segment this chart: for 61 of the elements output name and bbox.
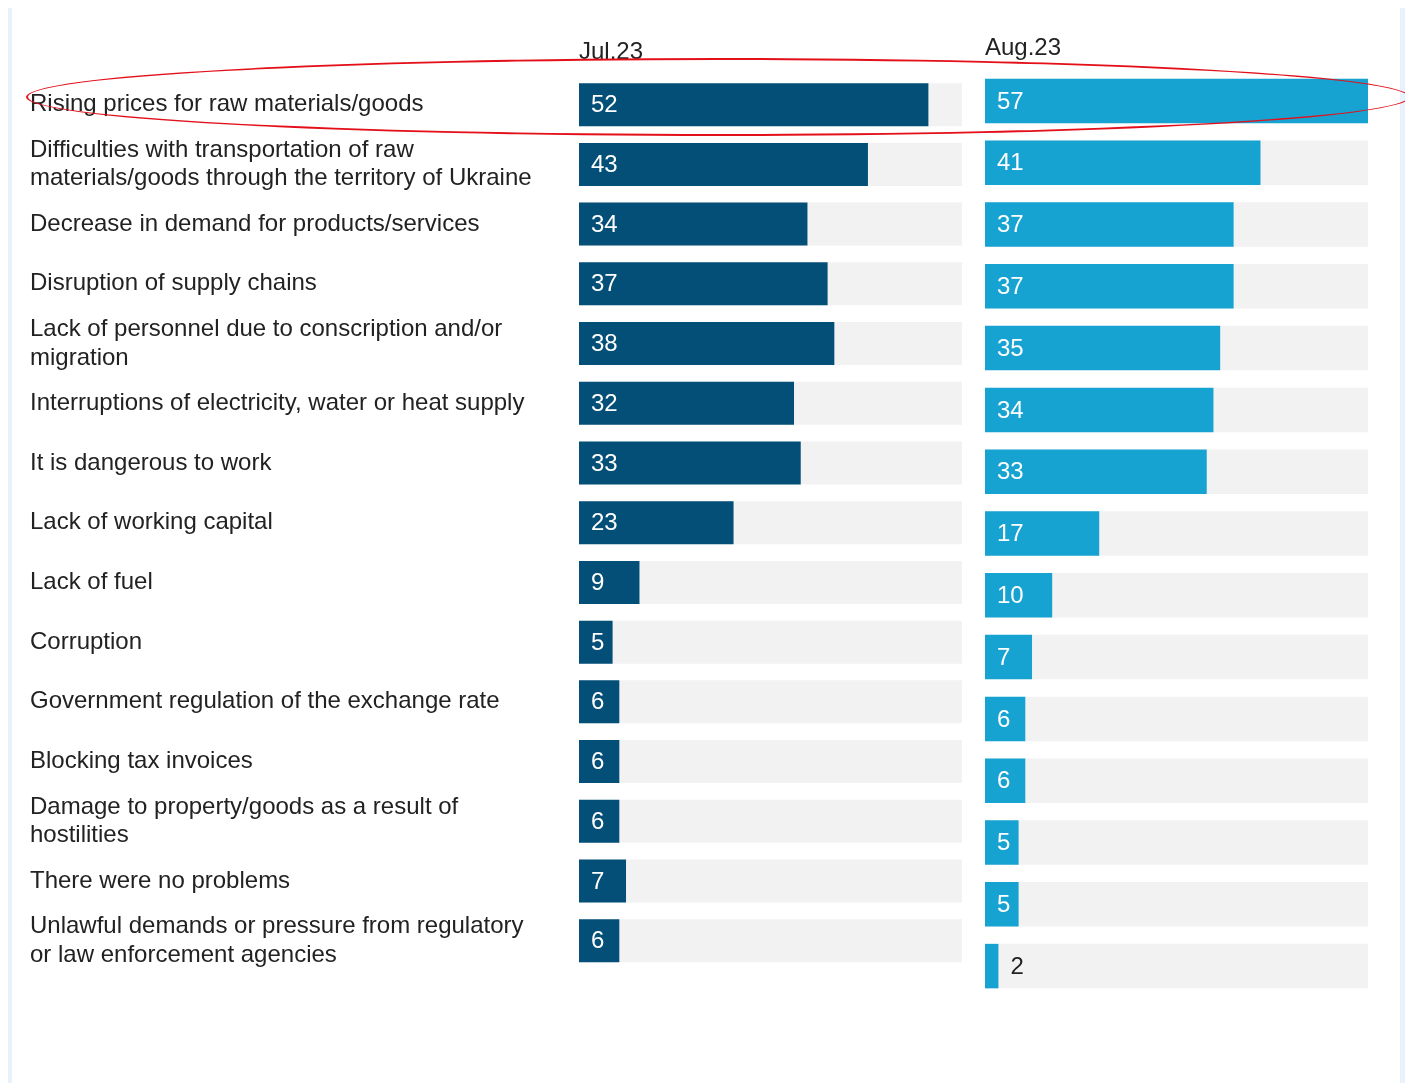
bar [579, 620, 613, 664]
data-label: 7 [591, 866, 605, 894]
bar [579, 919, 620, 963]
y-tick-label: Disruption of supply chains [30, 268, 317, 296]
bar [579, 560, 640, 604]
bar [985, 820, 1019, 865]
data-label: 2 [1010, 951, 1024, 979]
y-tick-label: Lack of working capital [30, 507, 273, 535]
data-label: 34 [591, 209, 618, 237]
data-label: 37 [591, 269, 618, 297]
data-label: 37 [997, 271, 1024, 299]
y-tick-label: Interruptions of electricity, water or heat supply [30, 387, 525, 415]
data-label: 38 [591, 329, 618, 357]
bar [985, 696, 1026, 742]
y-tick-label: Lack of fuel [30, 567, 153, 595]
bar [985, 943, 999, 989]
y-tick-label: Difficulties with transportation of raw materials/goods through the territory of Ukraine [30, 134, 532, 191]
y-tick-label: There were no problems [30, 865, 291, 893]
data-label: 34 [997, 395, 1024, 423]
y-tick-label: Blocking tax invoices [30, 746, 253, 774]
y-tick-label: Rising prices for raw materials/goods [30, 89, 424, 117]
data-label: 9 [591, 568, 605, 596]
data-label: 17 [997, 519, 1024, 547]
data-label: 6 [997, 704, 1011, 732]
data-label: 5 [591, 627, 605, 655]
data-label: 43 [591, 150, 618, 178]
y-tick-label: Unlawful demands or pressure from regulatory or law enforcement agencies [30, 910, 524, 967]
data-label: 32 [591, 388, 618, 416]
y-tick-label: Corruption [30, 626, 143, 654]
data-label: 6 [591, 806, 605, 834]
data-label: 6 [591, 926, 605, 954]
data-label: 7 [997, 642, 1011, 670]
data-label: 41 [997, 148, 1024, 176]
data-label: 5 [997, 889, 1011, 917]
data-label: 6 [591, 687, 605, 715]
data-label: 33 [591, 448, 618, 476]
data-label: 6 [997, 766, 1011, 794]
bar [985, 634, 1033, 680]
chart-title: Jul.23 [579, 37, 644, 65]
y-tick-label: Damage to property/goods as a result of hostilities [30, 791, 459, 848]
data-label: 57 [997, 86, 1024, 114]
data-label: 52 [591, 90, 618, 118]
data-label: 5 [997, 828, 1011, 856]
y-tick-label: Lack of personnel due to conscription and/or migration [30, 313, 503, 370]
bar [579, 740, 620, 784]
bar [985, 573, 1053, 618]
y-tick-label: It is dangerous to work [30, 447, 273, 475]
bar [579, 859, 627, 903]
data-label: 23 [591, 508, 618, 536]
bar [985, 882, 1019, 927]
data-label: 33 [997, 457, 1024, 485]
data-label: 37 [997, 210, 1024, 238]
y-tick-label: Decrease in demand for products/services [30, 208, 480, 236]
data-label: 35 [997, 333, 1024, 361]
chart-title: Aug.23 [985, 32, 1062, 60]
bar [579, 799, 620, 843]
bar [579, 680, 620, 724]
data-label: 10 [997, 580, 1024, 608]
y-tick-label: Government regulation of the exchange rate [30, 686, 500, 714]
data-label: 6 [591, 747, 605, 775]
bar [985, 758, 1026, 803]
